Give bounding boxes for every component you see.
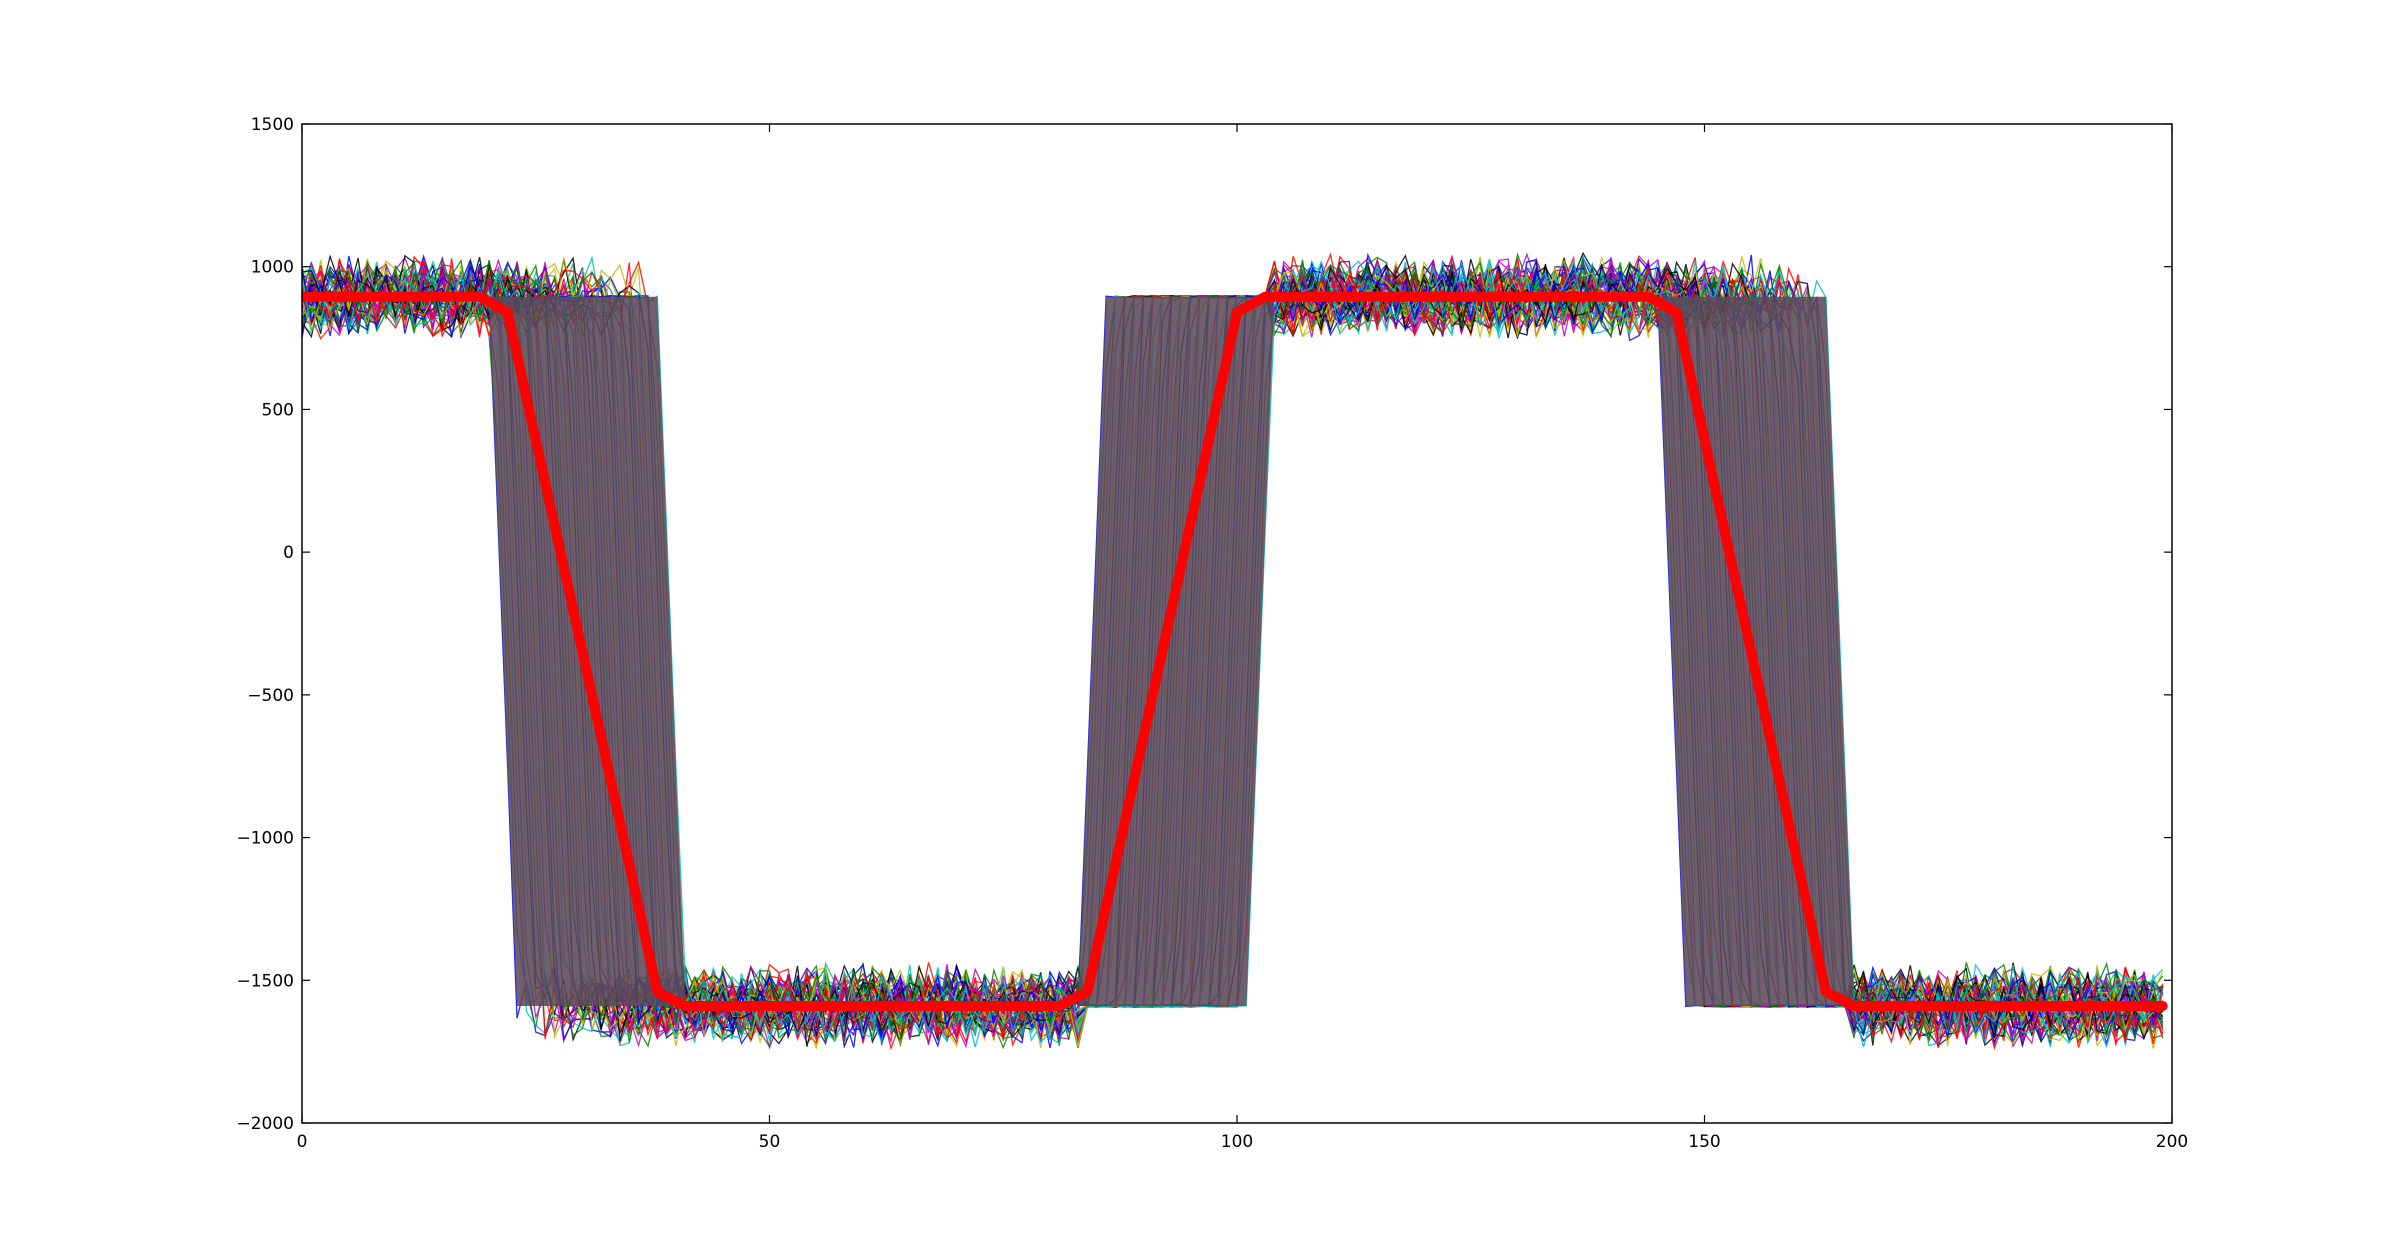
mean-series-layer	[302, 291, 2168, 1011]
y-tick-label: 1000	[251, 258, 294, 278]
y-tick-label: −2000	[236, 1114, 294, 1134]
x-tick-label: 150	[1688, 1132, 1720, 1152]
x-tick-label: 50	[759, 1132, 781, 1152]
mean-series-line	[302, 291, 2168, 1011]
y-tick-label: −1500	[236, 971, 294, 991]
x-tick-label: 0	[297, 1132, 308, 1152]
y-tick-label: 1500	[251, 115, 294, 135]
x-tick-label: 200	[2156, 1132, 2188, 1152]
y-tick-label: −1000	[236, 829, 294, 849]
axis-ticks: 0 50 100 150 200 1500 1000 500 0 −500 −1000 −1500 −2…	[236, 115, 2188, 1152]
x-tick-label: 100	[1221, 1132, 1253, 1152]
y-tick-label: −500	[247, 686, 294, 706]
y-tick-label: 0	[283, 543, 294, 563]
y-tick-label: 500	[262, 400, 294, 420]
